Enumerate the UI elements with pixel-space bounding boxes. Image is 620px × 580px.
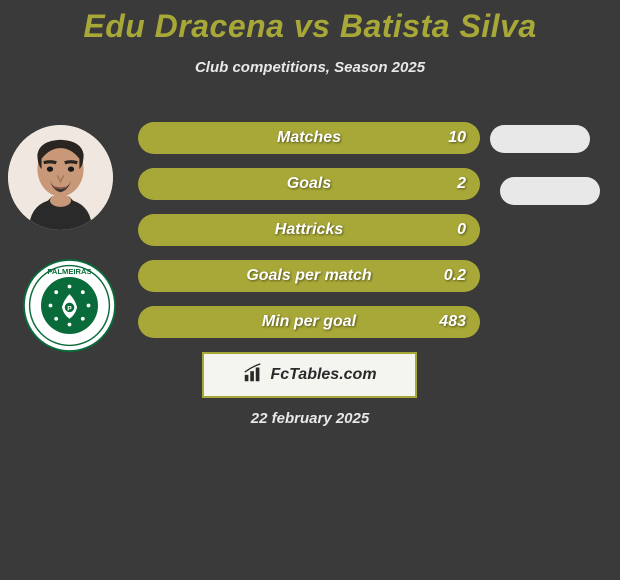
stat-label: Min per goal: [262, 313, 356, 331]
badge-icon: PALMEIRAS P: [22, 258, 117, 353]
stat-bar-hattricks: Hattricks 0: [138, 214, 480, 246]
page-subtitle: Club competitions, Season 2025: [0, 59, 620, 76]
stat-value: 10: [448, 129, 466, 147]
comparison-pill: [490, 125, 590, 153]
stat-label: Goals per match: [246, 267, 371, 285]
stat-label: Matches: [277, 129, 341, 147]
avatar-icon: [8, 125, 113, 230]
stat-bar-goals: Goals 2: [138, 168, 480, 200]
chart-icon: [242, 362, 264, 389]
player-avatar: [8, 125, 113, 230]
footer-date: 22 february 2025: [0, 410, 620, 427]
stat-label: Hattricks: [275, 221, 343, 239]
comparison-pill: [500, 177, 600, 205]
stat-bar-gpm: Goals per match 0.2: [138, 260, 480, 292]
svg-text:PALMEIRAS: PALMEIRAS: [47, 267, 91, 276]
stat-value: 483: [439, 313, 466, 331]
stat-value: 2: [457, 175, 466, 193]
stats-bars: Matches 10 Goals 2 Hattricks 0 Goals per…: [138, 122, 480, 352]
stat-label: Goals: [287, 175, 331, 193]
branding-box: FcTables.com: [202, 352, 417, 398]
svg-text:P: P: [67, 305, 72, 312]
page-title: Edu Dracena vs Batista Silva: [0, 0, 620, 45]
stat-bar-mpg: Min per goal 483: [138, 306, 480, 338]
club-badge: PALMEIRAS P: [22, 258, 117, 353]
branding-label: FcTables.com: [270, 366, 376, 384]
stat-value: 0.2: [444, 267, 466, 285]
stat-bar-matches: Matches 10: [138, 122, 480, 154]
stat-value: 0: [457, 221, 466, 239]
